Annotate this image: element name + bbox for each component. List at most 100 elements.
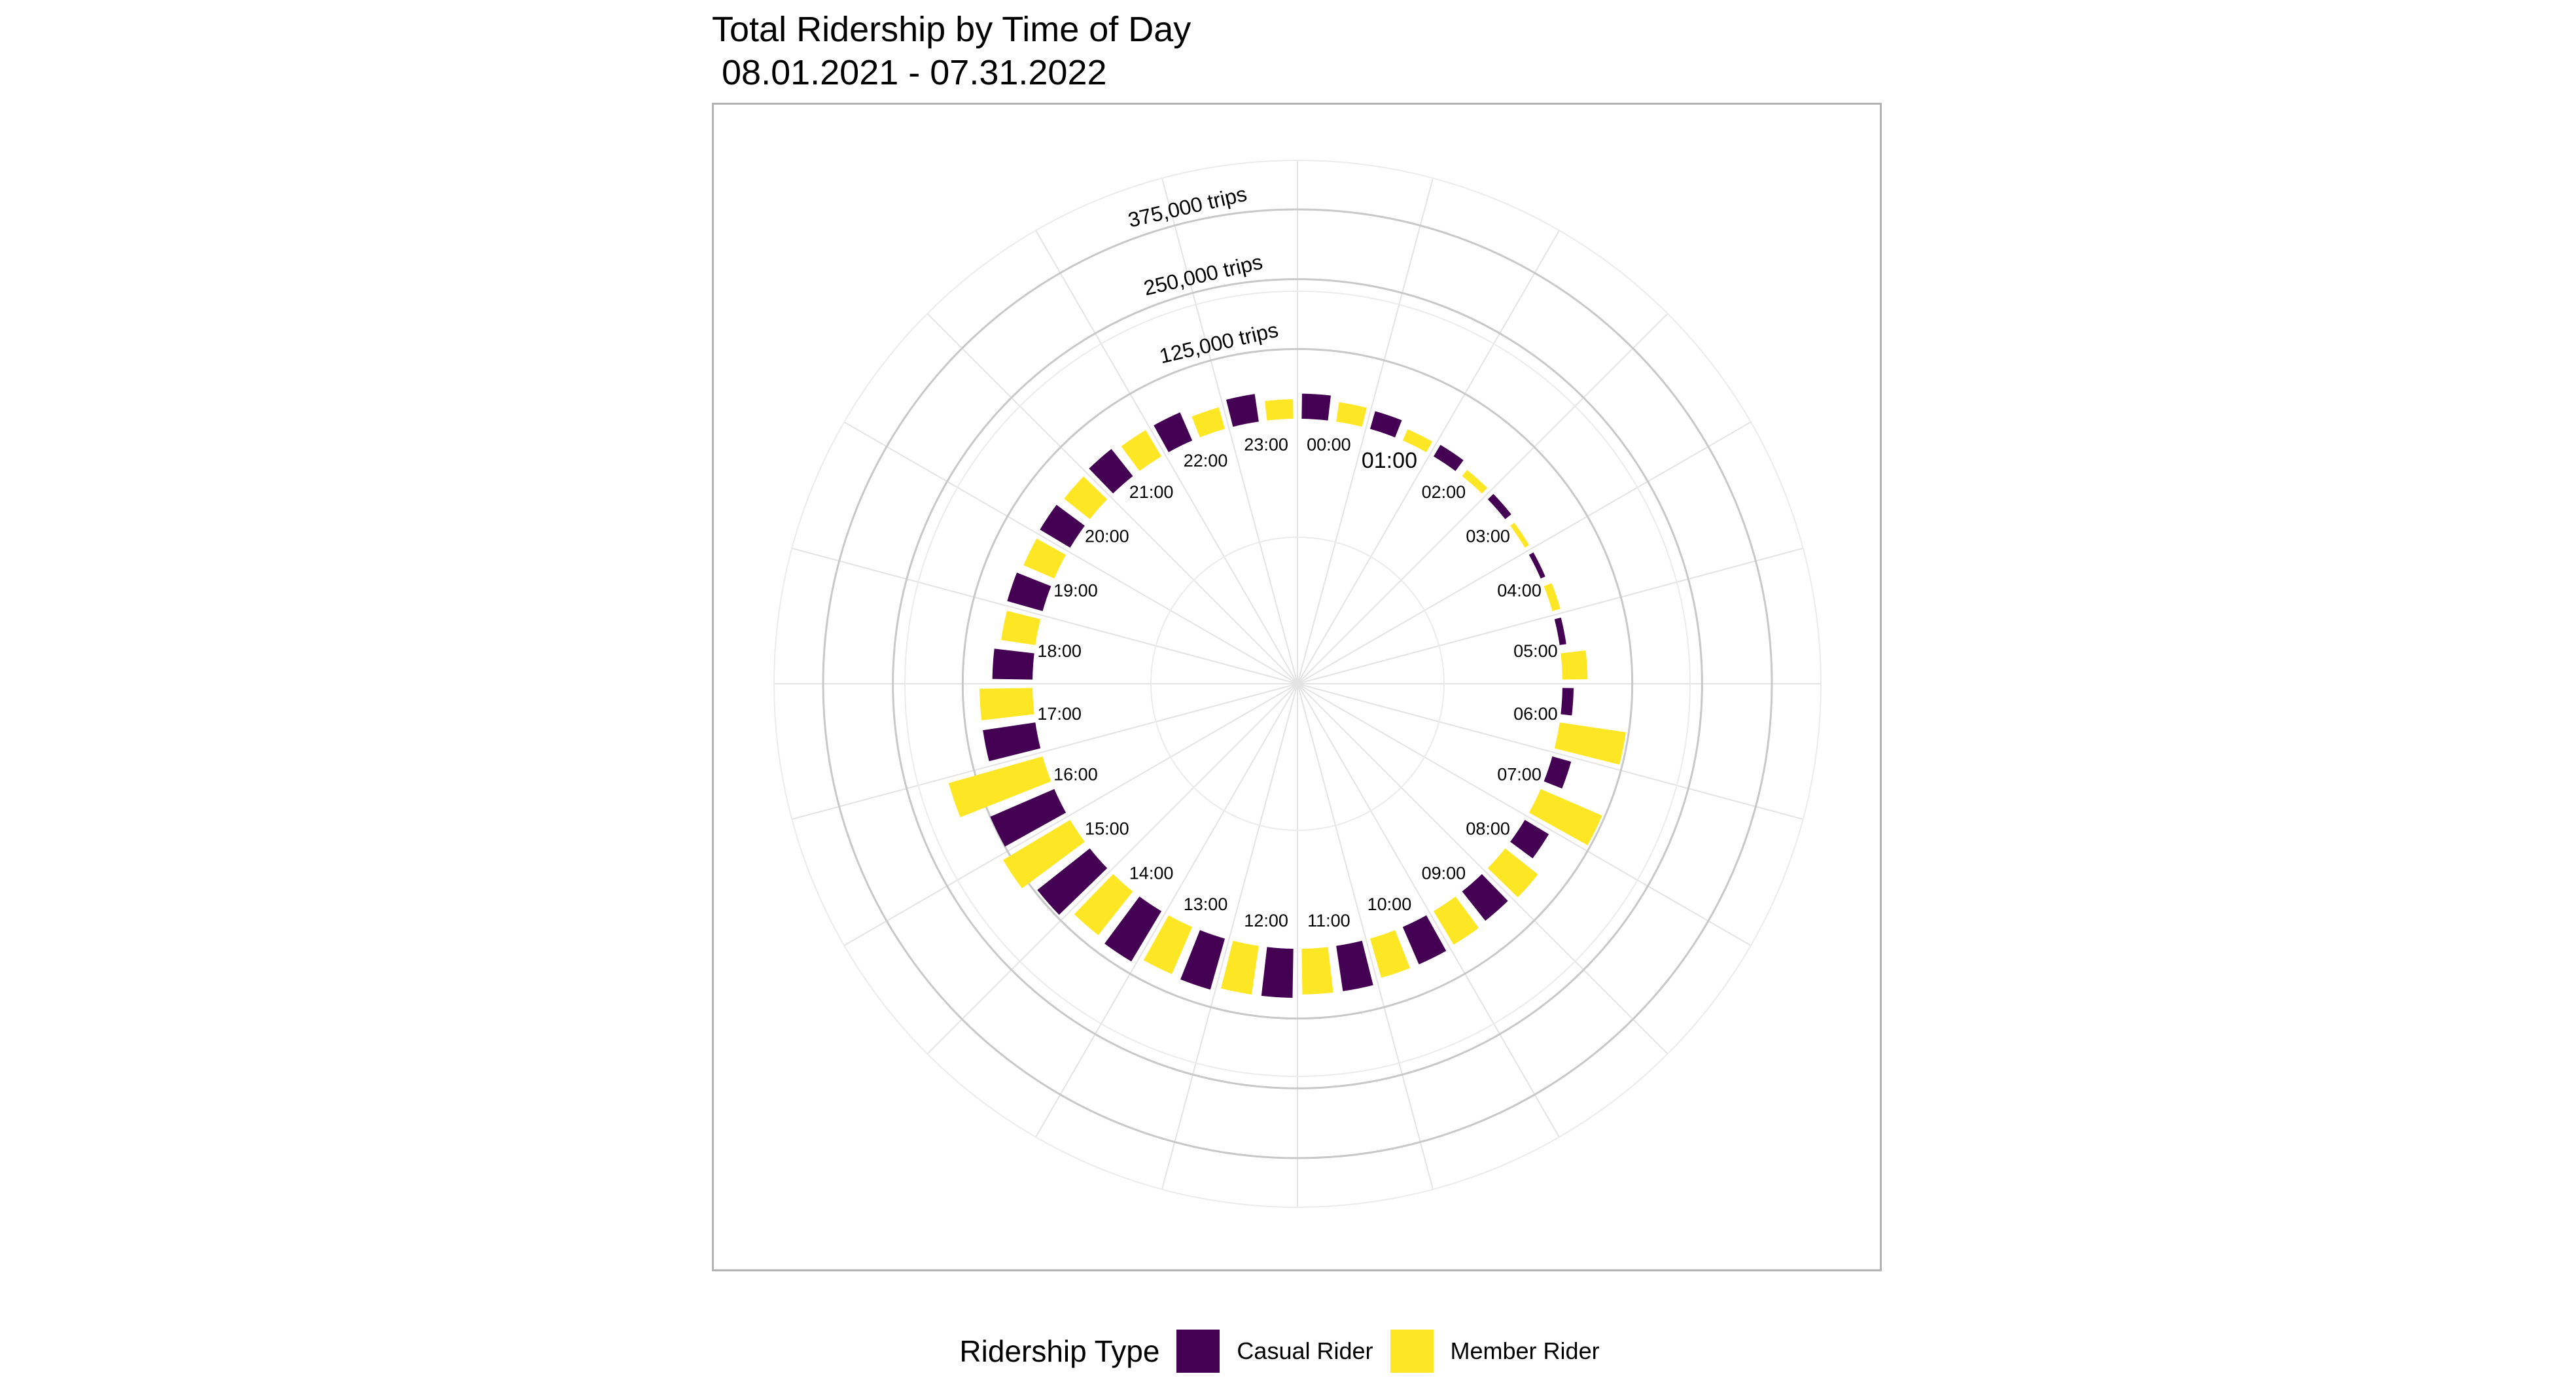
grid-spoke [1297, 421, 1752, 684]
hour-label-1300: 13:00 [1184, 894, 1228, 914]
grid-spoke [1161, 178, 1298, 684]
bar-casual-2200 [1154, 412, 1193, 453]
hour-label-1200: 12:00 [1244, 911, 1288, 930]
bar-member-1200 [1221, 940, 1259, 995]
hour-label-2000: 20:00 [1085, 527, 1129, 546]
bar-casual-1700 [983, 722, 1041, 762]
grid-spoke [1297, 683, 1668, 1055]
hour-label-1600: 16:00 [1053, 765, 1098, 785]
grid-spoke [1035, 230, 1298, 684]
bar-casual-0600 [1561, 688, 1574, 716]
bar-member-1600 [948, 756, 1051, 818]
bar-member-0000 [1336, 402, 1367, 427]
hour-label-2300: 23:00 [1244, 434, 1288, 454]
bar-casual-1000 [1402, 915, 1447, 964]
bar-casual-1500 [1037, 848, 1108, 915]
bar-casual-0800 [1510, 819, 1549, 858]
bar-member-0700 [1528, 788, 1602, 845]
bar-casual-1400 [1104, 896, 1162, 962]
grid-spoke [1297, 683, 1752, 946]
bar-member-1500 [1002, 819, 1085, 889]
bar-casual-0700 [1544, 756, 1572, 789]
hour-label-1800: 18:00 [1037, 641, 1082, 661]
grid-circle-outer [773, 160, 1822, 1208]
bar-member-0800 [1487, 848, 1538, 898]
legend-title: Ridership Type [959, 1334, 1160, 1368]
radial-tick-label: 375,000 trips [1126, 182, 1249, 232]
bar-casual-0400 [1528, 552, 1545, 579]
bar-member-0600 [1554, 722, 1626, 765]
bar-member-0900 [1433, 896, 1479, 945]
radial-tick-label: 250,000 trips [1142, 250, 1265, 300]
grid-spoke [792, 683, 1298, 821]
bar-casual-2300 [1226, 394, 1259, 427]
grid-spoke [1035, 683, 1298, 1138]
grid-circle-major [961, 347, 1634, 1020]
bar-member-1300 [1143, 915, 1193, 974]
hour-label-1000: 10:00 [1367, 894, 1412, 914]
bar-member-1100 [1301, 947, 1333, 995]
bar-casual-0000 [1301, 393, 1331, 421]
bar-member-2100 [1121, 430, 1162, 471]
hour-label-2200: 22:00 [1184, 451, 1228, 470]
bar-casual-0200 [1433, 444, 1464, 471]
bar-member-1700 [979, 688, 1034, 720]
grid-spoke [926, 683, 1298, 1055]
grid-circle-major [822, 208, 1773, 1159]
bars-layer [948, 393, 1626, 998]
grid-spoke [1297, 683, 1560, 1138]
hour-label-0200: 02:00 [1422, 482, 1466, 502]
grid-spoke [843, 421, 1298, 684]
hour-label-1900: 19:00 [1053, 581, 1098, 601]
grid-spoke [1297, 313, 1668, 684]
bar-casual-0500 [1554, 617, 1566, 645]
bar-member-1800 [1001, 610, 1041, 645]
grid-spoke [1297, 683, 1434, 1190]
bar-member-0500 [1561, 650, 1588, 680]
hour-label-2100: 21:00 [1129, 482, 1174, 502]
grid-spoke [792, 547, 1298, 684]
hour-label-0500: 05:00 [1513, 641, 1558, 661]
bar-casual-2100 [1089, 449, 1133, 494]
hour-label-0100: 01:00 [1362, 448, 1417, 473]
bar-member-0200 [1462, 470, 1488, 494]
hour-label-0700: 07:00 [1497, 765, 1542, 785]
hour-label-1400: 14:00 [1129, 863, 1174, 883]
grid-spoke [1161, 683, 1298, 1190]
bar-casual-1300 [1180, 930, 1226, 990]
grid-spoke [926, 313, 1298, 684]
bar-member-1400 [1074, 874, 1133, 936]
bar-casual-1600 [990, 788, 1067, 847]
bar-member-0100 [1402, 429, 1433, 453]
bar-casual-1100 [1336, 940, 1373, 991]
legend: Ridership Type Casual Rider Member Rider [0, 1322, 2576, 1381]
hour-label-1100: 11:00 [1307, 911, 1350, 930]
legend-key-member [1390, 1330, 1434, 1373]
hour-label-0900: 09:00 [1422, 863, 1466, 883]
bar-member-2000 [1064, 476, 1108, 520]
bar-casual-1200 [1261, 947, 1294, 998]
chart-title: Total Ridership by Time of Day 08.01.202… [712, 10, 1191, 92]
bar-casual-0100 [1369, 411, 1402, 438]
legend-label-member: Member Rider [1450, 1337, 1600, 1364]
bar-member-1000 [1369, 930, 1411, 978]
bar-member-0400 [1544, 583, 1561, 612]
grid-circle-major [892, 278, 1703, 1089]
plot-panel [712, 103, 1882, 1271]
grid-circle-minor [1150, 537, 1445, 831]
bar-casual-0900 [1462, 874, 1508, 921]
grid-spoke [1297, 683, 1803, 821]
hour-label-0600: 06:00 [1513, 704, 1558, 724]
grid-layer [773, 160, 1822, 1208]
radial-tick-label: 125,000 trips [1157, 318, 1280, 368]
grid-spoke [1297, 178, 1434, 684]
hour-label-0000: 00:00 [1307, 434, 1351, 454]
grid-circle-minor [904, 291, 1691, 1077]
legend-label-casual: Casual Rider [1237, 1337, 1373, 1364]
bar-member-0300 [1510, 522, 1530, 548]
bar-casual-1800 [992, 648, 1034, 680]
legend-key-casual [1176, 1330, 1220, 1373]
bar-casual-1900 [1007, 573, 1051, 612]
hour-label-0400: 04:00 [1497, 581, 1542, 601]
